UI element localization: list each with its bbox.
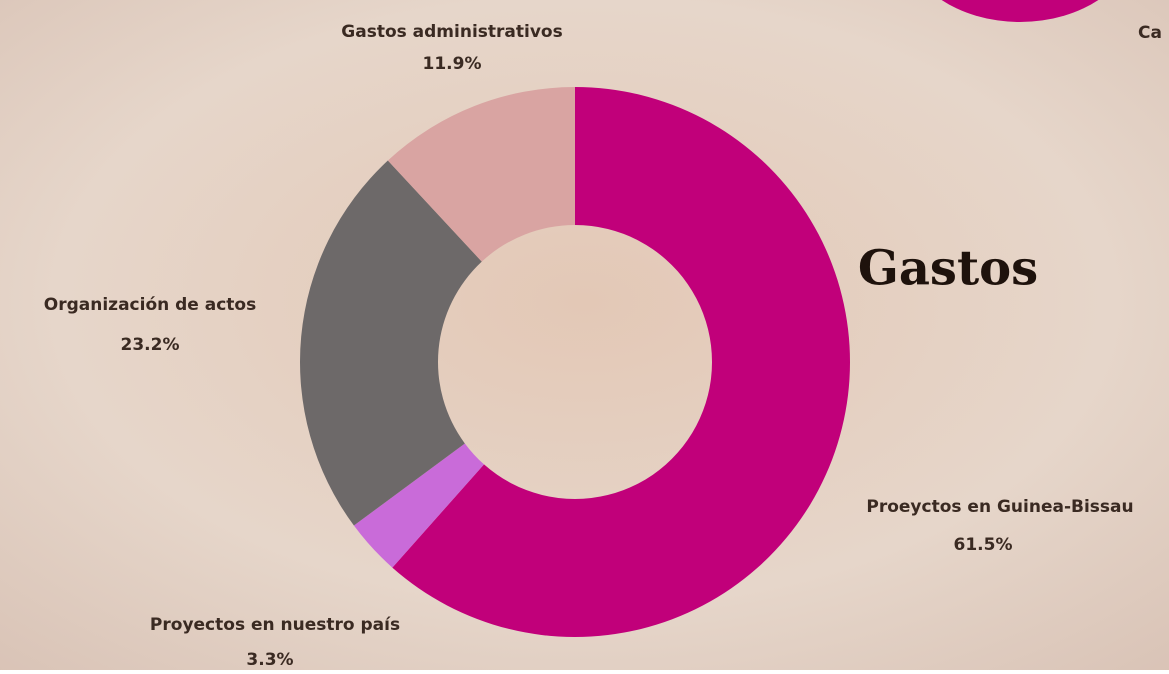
cropped-label: Ca [1138, 23, 1162, 43]
value-label: 3.3% [246, 650, 293, 670]
donut-segment [299, 160, 482, 526]
segment-label: Gastos administrativos [341, 22, 562, 42]
donut-segment [353, 443, 485, 568]
donut-segment [387, 86, 575, 262]
chart-title: Gastos [858, 241, 1038, 297]
value-label: 61.5% [954, 535, 1013, 555]
value-label: 11.9% [423, 54, 482, 74]
segment-label: Proeyctos en Guinea-Bissau [866, 497, 1133, 517]
value-label: 23.2% [121, 335, 180, 355]
cropped-donut [941, 0, 1099, 22]
segment-label: Proyectos en nuestro país [150, 615, 400, 635]
donut-segment [392, 87, 850, 637]
segment-label: Organización de actos [44, 295, 256, 315]
